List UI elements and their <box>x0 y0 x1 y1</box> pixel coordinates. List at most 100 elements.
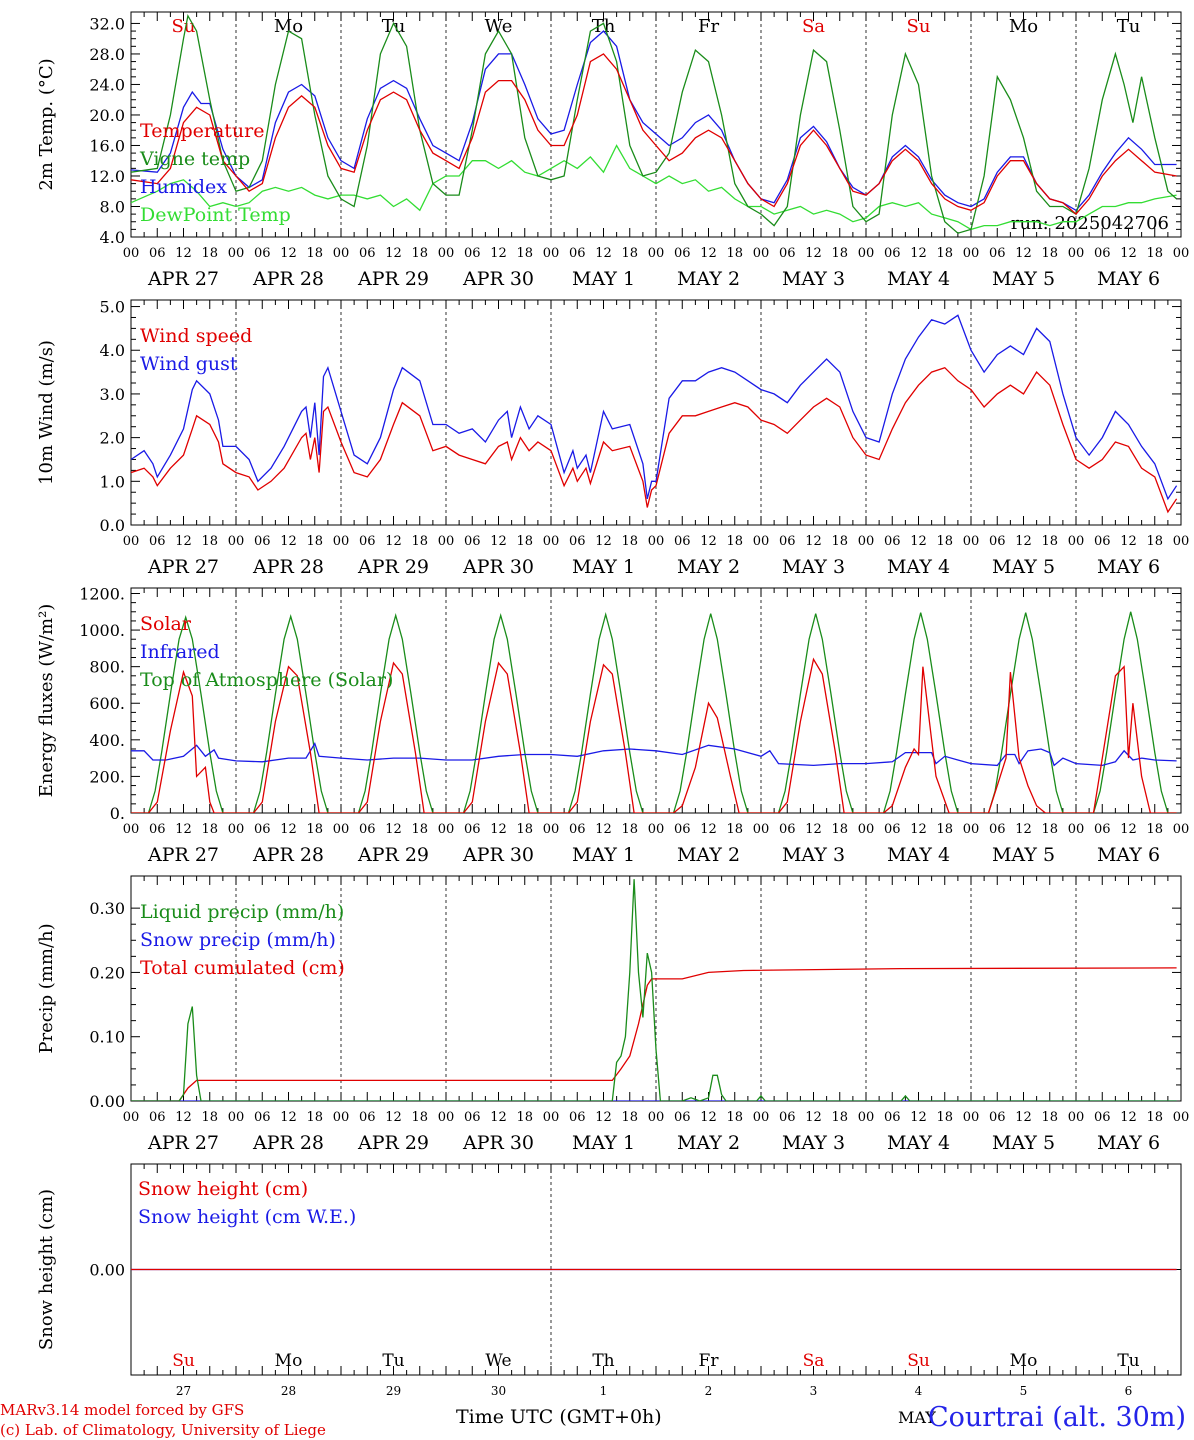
hour-tick-label: 00 <box>543 1110 560 1125</box>
day-label: MAY 6 <box>1097 268 1160 290</box>
hour-tick-label: 18 <box>516 246 533 261</box>
hour-tick-label: 00 <box>228 822 245 837</box>
hour-tick-label: 18 <box>411 822 428 837</box>
hour-tick-label: 18 <box>831 246 848 261</box>
hour-tick-label: 12 <box>910 534 927 549</box>
legend-entry: Top of Atmosphere (Solar) <box>140 669 393 691</box>
hour-tick-label: 18 <box>621 822 638 837</box>
day-number-label: 5 <box>1020 1384 1028 1398</box>
hour-tick-label: 12 <box>385 1110 402 1125</box>
legend-entry: Infrared <box>140 641 220 663</box>
weekday-label: Mo <box>1009 16 1038 37</box>
hour-tick-label: 00 <box>1068 1110 1085 1125</box>
hour-tick-label: 06 <box>884 1110 901 1125</box>
hour-tick-label: 06 <box>674 246 691 261</box>
hour-tick-label: 00 <box>858 822 875 837</box>
hour-tick-label: 00 <box>1173 246 1190 261</box>
day-label: MAY 5 <box>992 1132 1055 1154</box>
hour-tick-label: 12 <box>700 822 717 837</box>
hour-tick-label: 00 <box>963 246 980 261</box>
hour-tick-label: 12 <box>175 822 192 837</box>
hour-tick-label: 18 <box>201 1110 218 1125</box>
y-tick-label: 1200. <box>79 584 125 603</box>
hour-tick-label: 00 <box>963 1110 980 1125</box>
y-tick-label: 0.0 <box>100 516 125 535</box>
y-axis-label: 2m Temp. (°C) <box>36 58 57 190</box>
hour-tick-label: 00 <box>858 246 875 261</box>
weekday-label: Su <box>907 1351 930 1371</box>
hour-tick-label: 06 <box>779 246 796 261</box>
y-tick-label: 32.0 <box>89 14 125 33</box>
weekday-label: Fr <box>699 1351 720 1371</box>
hour-tick-label: 06 <box>779 822 796 837</box>
day-label: MAY 2 <box>677 844 740 866</box>
hour-tick-label: 00 <box>228 246 245 261</box>
y-axis-label: Energy fluxes (W/m²) <box>36 604 57 798</box>
day-label: APR 28 <box>252 844 324 866</box>
hour-tick-label: 06 <box>359 822 376 837</box>
hour-tick-label: 06 <box>464 1110 481 1125</box>
hour-tick-label: 18 <box>936 246 953 261</box>
y-tick-label: 0.20 <box>89 963 125 982</box>
hour-tick-label: 18 <box>306 1110 323 1125</box>
hour-tick-label: 00 <box>543 534 560 549</box>
hour-tick-label: 18 <box>831 822 848 837</box>
hour-tick-label: 12 <box>175 1110 192 1125</box>
hour-tick-label: 06 <box>254 1110 271 1125</box>
hour-tick-label: 12 <box>700 246 717 261</box>
hour-tick-label: 12 <box>595 1110 612 1125</box>
y-tick-label: 24.0 <box>89 75 125 94</box>
y-axis-label: Precip (mm/h) <box>36 923 57 1053</box>
x-axis-title: Time UTC (GMT+0h) <box>456 1406 662 1428</box>
y-tick-label: 1000. <box>79 621 125 640</box>
hour-tick-label: 12 <box>385 246 402 261</box>
weekday-label: Mo <box>1010 1351 1038 1371</box>
y-tick-label: 12.0 <box>89 167 125 186</box>
hour-tick-label: 12 <box>490 246 507 261</box>
y-tick-label: 28.0 <box>89 45 125 64</box>
hour-tick-label: 00 <box>228 534 245 549</box>
day-label: MAY 4 <box>887 556 950 578</box>
day-label: APR 30 <box>462 844 534 866</box>
series-line-top-of-atmosphere-solar- <box>131 611 1177 813</box>
series-line-temperature <box>131 53 1177 216</box>
series-line-dewpoint-temp <box>131 144 1177 231</box>
hour-tick-label: 00 <box>543 822 560 837</box>
hour-tick-label: 00 <box>1068 246 1085 261</box>
day-label: MAY 3 <box>782 1132 845 1154</box>
day-label: MAY 3 <box>782 844 845 866</box>
legend-entry: Humidex <box>140 176 227 198</box>
y-tick-label: 5.0 <box>100 298 125 317</box>
day-label: MAY 2 <box>677 556 740 578</box>
hour-tick-label: 18 <box>1041 534 1058 549</box>
hour-tick-label: 18 <box>936 1110 953 1125</box>
hour-tick-label: 06 <box>149 246 166 261</box>
hour-tick-label: 18 <box>1041 246 1058 261</box>
y-tick-label: 600. <box>89 694 125 713</box>
hour-tick-label: 12 <box>1120 246 1137 261</box>
hour-tick-label: 06 <box>884 246 901 261</box>
hour-tick-label: 06 <box>674 822 691 837</box>
hour-tick-label: 18 <box>516 1110 533 1125</box>
day-label: APR 30 <box>462 268 534 290</box>
hour-tick-label: 12 <box>805 822 822 837</box>
hour-tick-label: 12 <box>385 822 402 837</box>
hour-tick-label: 18 <box>1041 822 1058 837</box>
hour-tick-label: 12 <box>805 246 822 261</box>
hour-tick-label: 00 <box>1173 534 1190 549</box>
hour-tick-label: 00 <box>438 534 455 549</box>
hour-tick-label: 12 <box>1015 1110 1032 1125</box>
weekday-label: Th <box>592 16 616 37</box>
day-label: MAY 5 <box>992 556 1055 578</box>
hour-tick-label: 06 <box>254 822 271 837</box>
hour-tick-label: 00 <box>753 246 770 261</box>
hour-tick-label: 00 <box>333 822 350 837</box>
hour-tick-label: 00 <box>858 534 875 549</box>
hour-tick-label: 18 <box>411 1110 428 1125</box>
hour-tick-label: 06 <box>359 534 376 549</box>
day-label: MAY 6 <box>1097 844 1160 866</box>
weekday-label: Fr <box>698 16 719 37</box>
hour-tick-label: 18 <box>1146 246 1163 261</box>
hour-tick-label: 12 <box>490 1110 507 1125</box>
weekday-label: Su <box>172 1351 195 1371</box>
